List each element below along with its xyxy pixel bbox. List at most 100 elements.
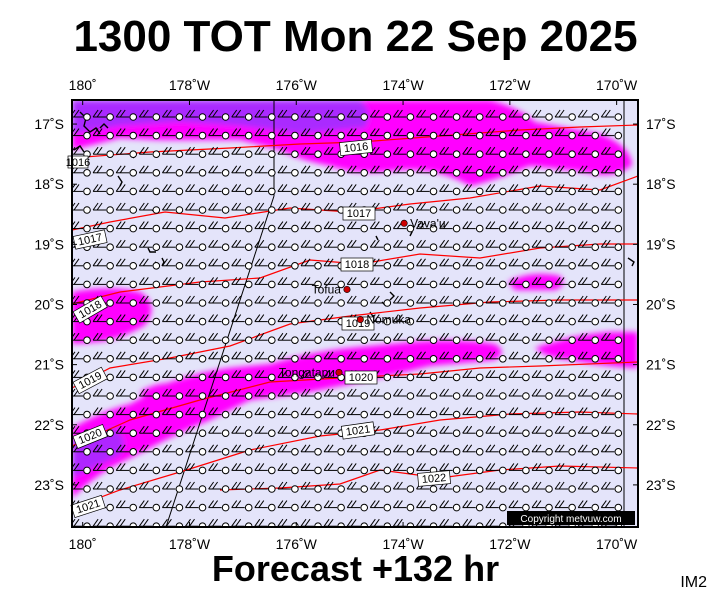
wind-barb (554, 425, 576, 438)
wind-barb (208, 500, 230, 512)
wind-barb (208, 221, 230, 233)
wind-barb (462, 388, 484, 400)
wind-barb (300, 314, 322, 326)
wind-barb (577, 444, 600, 456)
wind-barb (92, 481, 114, 493)
wind-barb (392, 109, 415, 121)
wind-barb (416, 109, 438, 121)
wind-barb (323, 165, 345, 177)
wind-barb (277, 221, 299, 233)
wind-barb (577, 221, 600, 233)
wind-barb (161, 370, 184, 382)
isobar-label: 1022 (417, 470, 451, 487)
wind-barb (161, 444, 184, 456)
wind-barb (92, 314, 114, 326)
wind-barb (392, 295, 415, 307)
wind-barb (300, 165, 322, 177)
isobar-label: 1019 (341, 316, 375, 331)
isobar-label: 1018 (340, 257, 374, 272)
wind-barb (115, 184, 137, 196)
wind-barb (485, 500, 507, 512)
wind-barb (416, 500, 438, 512)
wind-barb (392, 277, 415, 289)
model-code: IM2 (680, 574, 707, 591)
wind-barb (485, 481, 507, 493)
wind-barb (439, 146, 461, 158)
wind-barb (531, 481, 553, 493)
wind-barb (138, 500, 161, 512)
wind-barb (115, 444, 137, 456)
wind-barb (138, 277, 161, 289)
wind-barb (554, 165, 576, 177)
wind-barb (554, 277, 576, 289)
wind-barb (485, 444, 507, 456)
svg-text:1017: 1017 (77, 232, 103, 249)
wind-barb (115, 407, 137, 419)
wind-barb (416, 370, 438, 382)
wind-barb (185, 258, 207, 270)
town-marker (343, 285, 351, 293)
wind-barb (600, 370, 623, 382)
wind-barb (185, 407, 207, 419)
wind-barb (462, 295, 484, 307)
wind-barb (323, 221, 345, 233)
wind-barb (92, 258, 114, 270)
wind-barb (600, 500, 623, 512)
svg-text:1016: 1016 (66, 157, 90, 169)
wind-barb (485, 146, 507, 158)
wind-barb (485, 184, 507, 196)
wind-barb (300, 277, 322, 289)
wind-barb (508, 221, 530, 233)
wind-barb (577, 128, 600, 140)
wind-barb (439, 351, 461, 363)
wind-barb (600, 109, 623, 121)
wind-barb (161, 221, 184, 233)
lat-tick-label-left: 21˚S (34, 357, 64, 373)
wind-barb (161, 202, 184, 214)
wind-barb (508, 332, 530, 345)
wind-barb (439, 463, 461, 475)
wind-barb (277, 332, 299, 345)
lat-tick-label-left: 23˚S (34, 477, 64, 493)
wind-barb (161, 239, 184, 251)
wind-barb (208, 463, 230, 475)
wind-barb (161, 184, 184, 196)
wind-barb (508, 425, 530, 438)
wind-barb (485, 463, 507, 475)
wind-barb (369, 109, 392, 121)
svg-text:1021: 1021 (345, 423, 371, 438)
wind-barb (531, 239, 553, 251)
wind-barb (231, 481, 253, 493)
wind-barb (254, 221, 276, 233)
wind-barb (439, 370, 461, 382)
wind-barb (231, 314, 253, 326)
wind-barb (554, 370, 576, 382)
wind-barb (231, 128, 253, 140)
lon-tick-label-top: 174˚W (382, 77, 424, 93)
lat-tick-label-right: 22˚S (646, 417, 676, 433)
wind-barb (138, 239, 161, 251)
wind-barb (485, 202, 507, 214)
wind-barb (485, 314, 507, 326)
wind-barb (462, 258, 484, 270)
wind-barb (346, 500, 369, 512)
wind-barb (300, 128, 322, 140)
wind-barb (369, 444, 392, 456)
wind-barb (300, 425, 322, 438)
wind-barb (462, 332, 484, 345)
wind-barb (277, 258, 299, 270)
wind-barb (392, 500, 415, 512)
wind-barb (392, 202, 415, 214)
town-label: Nomuka (366, 313, 411, 327)
town-marker (400, 219, 408, 227)
wind-barb (531, 128, 553, 140)
wind-barb (254, 295, 276, 307)
svg-text:1017: 1017 (347, 208, 371, 220)
wind-barb (138, 332, 161, 345)
wind-barb (462, 463, 484, 475)
wind-barb (346, 239, 369, 251)
wind-barb (72, 332, 91, 345)
wind-barb (577, 463, 600, 475)
wind-barb (254, 277, 276, 289)
wind-barb (554, 109, 576, 121)
